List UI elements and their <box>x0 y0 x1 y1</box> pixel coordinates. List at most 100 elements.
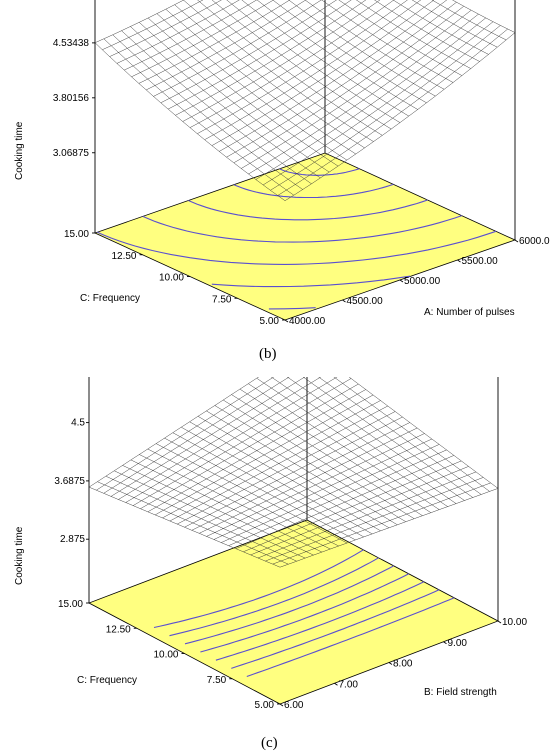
x-tick <box>334 682 338 686</box>
mesh-line <box>132 378 352 506</box>
surface-plot-c: 6.1255.31254.53.68752.8755.007.5010.0012… <box>14 377 527 751</box>
mesh-line <box>167 0 352 110</box>
x-tick <box>514 239 519 243</box>
mesh-line <box>206 410 398 525</box>
mesh-line <box>214 405 406 522</box>
mesh-line <box>103 377 290 494</box>
z-tick-label: 3.80156 <box>53 93 90 104</box>
y-tick-label: 10.00 <box>153 650 178 661</box>
mesh-line <box>146 0 307 91</box>
mesh-line <box>162 400 381 519</box>
contour-line <box>233 183 394 199</box>
mesh-line <box>94 0 185 43</box>
y-tick-label: 10.00 <box>159 273 184 284</box>
mesh-line <box>431 0 507 41</box>
mesh-line <box>118 377 322 500</box>
mesh-line <box>177 411 396 525</box>
y-tick-label: 15.00 <box>64 229 89 240</box>
mesh-line <box>184 416 403 528</box>
y-tick-label: 5.00 <box>260 316 280 327</box>
y-tick-label: 12.50 <box>111 251 136 262</box>
mesh-line <box>197 0 408 134</box>
mesh-line <box>160 0 337 104</box>
mesh-line <box>139 22 330 173</box>
frame-group <box>94 0 516 240</box>
z-tick-label: 4.53438 <box>53 38 90 49</box>
mesh-line <box>102 0 204 50</box>
y-axis-label: C: Frequency <box>80 293 140 304</box>
floor-plane <box>88 519 499 705</box>
mesh-line <box>96 377 275 491</box>
mesh-line <box>153 0 322 97</box>
mesh-line <box>169 405 388 522</box>
contour-line <box>169 557 379 637</box>
ticks-group: 65.267194.534383.801563.068755.007.5010.… <box>53 38 550 327</box>
mesh-line <box>318 377 482 495</box>
x-tick <box>457 259 461 263</box>
contour-line <box>184 565 394 645</box>
mesh-line <box>338 0 463 76</box>
mesh-line <box>219 0 448 152</box>
mesh-line <box>248 383 440 510</box>
mesh-line <box>124 0 258 71</box>
mesh-line <box>175 0 367 116</box>
y-axis-label: C: Frequency <box>77 675 137 686</box>
mesh-line <box>165 9 356 155</box>
x-tick <box>497 620 502 624</box>
mesh-line <box>223 399 415 519</box>
contour-line <box>142 215 462 243</box>
mesh-line <box>392 0 489 55</box>
mesh-group <box>94 0 516 201</box>
z-tick-label: 4.5 <box>71 418 85 429</box>
z-tick-label: 2.875 <box>60 534 85 545</box>
floor-group <box>93 152 517 321</box>
x-tick <box>388 662 393 665</box>
x-tick <box>342 299 346 303</box>
mesh-line <box>231 394 423 516</box>
floor-group <box>88 519 499 705</box>
mesh-line <box>154 394 374 516</box>
mesh-line <box>452 0 516 33</box>
z-tick-label: 3.06875 <box>53 148 90 159</box>
contour-line <box>211 275 411 288</box>
mesh-line <box>156 13 348 161</box>
x-axis-label: A: Number of pulses <box>424 307 515 318</box>
panel-caption: (b) <box>259 346 277 362</box>
x-tick-label: 5500.00 <box>462 256 499 267</box>
contour-line <box>153 549 364 629</box>
mesh-line <box>138 0 291 84</box>
ticks-group: 6.1255.31254.53.68752.8755.007.5010.0012… <box>54 418 527 711</box>
contour-line <box>279 168 360 176</box>
contour-line <box>231 589 440 669</box>
x-tick-label: 5000.00 <box>404 276 441 287</box>
contour-line <box>215 581 425 661</box>
mesh-line <box>256 0 418 110</box>
mesh-line <box>189 0 395 128</box>
mesh-line <box>321 0 454 83</box>
x-tick <box>279 703 284 707</box>
mesh-line <box>286 377 465 501</box>
contour-line <box>188 199 428 221</box>
mesh-line <box>121 30 312 184</box>
mesh-line <box>140 383 359 509</box>
contour-line <box>97 230 497 265</box>
mesh-line <box>374 0 480 62</box>
mesh-line <box>356 0 471 69</box>
mesh-line <box>211 0 392 130</box>
y-tick-label: 7.50 <box>212 294 232 305</box>
x-tick <box>284 319 289 323</box>
mesh-line <box>256 378 448 507</box>
mesh-line <box>125 377 338 503</box>
mesh-line <box>116 0 240 64</box>
contour-line <box>268 307 316 310</box>
frame-group <box>88 377 499 621</box>
mesh-line <box>262 21 494 186</box>
mesh-line <box>147 389 366 512</box>
contour-line <box>246 597 455 678</box>
y-tick-label: 15.00 <box>58 599 83 610</box>
mesh-line <box>131 0 274 78</box>
mesh-line <box>109 0 222 57</box>
mesh-line <box>255 17 486 180</box>
x-tick-label: 10.00 <box>502 617 527 628</box>
x-tick-label: 8.00 <box>393 659 413 670</box>
